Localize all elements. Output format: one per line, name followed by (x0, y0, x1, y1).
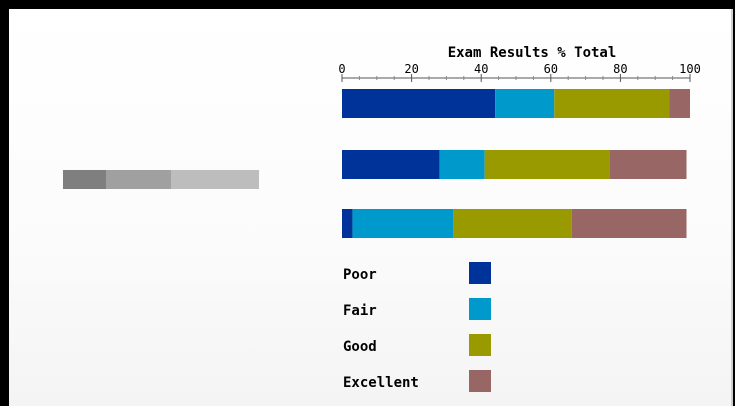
bar-good (484, 150, 610, 179)
bar-fair (495, 89, 555, 118)
legend-label: Excellent (343, 375, 419, 391)
chart-panel (9, 9, 733, 406)
x-tick-label: 60 (544, 62, 558, 76)
bar-fair (439, 150, 485, 179)
bar-poor (342, 89, 496, 118)
chart-title: Exam Results % Total (448, 45, 617, 61)
legend-label: Poor (343, 267, 377, 283)
bar-fair (352, 209, 454, 238)
x-tick-label: 0 (338, 62, 345, 76)
x-tick-label: 40 (474, 62, 488, 76)
x-tick-label: 20 (404, 62, 418, 76)
bar-excellent (609, 150, 687, 179)
bar-poor (342, 150, 440, 179)
legend: Poor Fair Good Excellent (343, 262, 491, 392)
x-tick-label: 80 (613, 62, 627, 76)
bar-series (342, 89, 690, 238)
placeholder-segment-3 (170, 170, 259, 189)
legend-label: Fair (343, 303, 377, 319)
x-axis: 0 20 40 60 80 100 (338, 62, 701, 82)
legend-swatch (469, 334, 491, 356)
legend-swatch (469, 262, 491, 284)
x-tick-label: 100 (679, 62, 701, 76)
bar-excellent (669, 89, 690, 118)
placeholder-segment-1 (63, 170, 107, 189)
collapsed-bar-placeholder (63, 170, 259, 189)
bar-poor (342, 209, 353, 238)
bar-excellent (571, 209, 687, 238)
placeholder-segment-2 (106, 170, 171, 189)
legend-label: Good (343, 339, 377, 355)
legend-swatch (469, 370, 491, 392)
bar-good (554, 89, 670, 118)
legend-swatch (469, 298, 491, 320)
bar-good (453, 209, 572, 238)
